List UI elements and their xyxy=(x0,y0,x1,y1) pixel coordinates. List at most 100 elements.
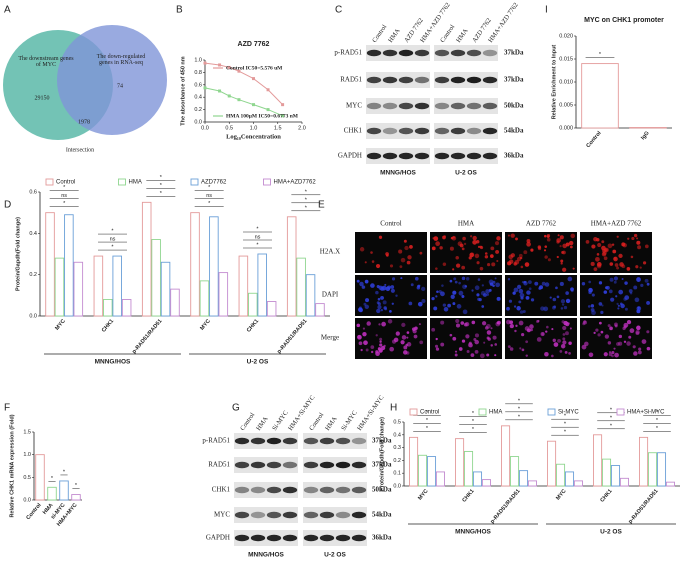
if-cell xyxy=(479,266,484,271)
if-cell xyxy=(461,247,465,251)
if-cell xyxy=(455,263,461,268)
if-cell xyxy=(454,353,458,357)
if-cell xyxy=(530,298,535,302)
if-cell xyxy=(404,245,409,251)
if-cell xyxy=(438,289,442,294)
if-cell xyxy=(525,340,529,344)
if-cell xyxy=(467,342,473,348)
if-cell xyxy=(616,235,619,238)
blot-band xyxy=(234,511,250,519)
if-cell xyxy=(436,290,439,294)
if-cell xyxy=(508,299,513,303)
venn-label: The downstream genes of MYC xyxy=(18,56,74,68)
if-cell xyxy=(495,249,500,254)
blot-band xyxy=(303,461,319,469)
sig-label: * xyxy=(160,191,163,197)
y-tick-label: 0.005 xyxy=(559,102,573,108)
if-cell xyxy=(494,354,497,357)
if-cell xyxy=(581,344,587,350)
if-cell xyxy=(618,253,623,259)
if-cell xyxy=(568,240,574,246)
if-cell xyxy=(590,308,595,312)
blot-size-label: 50kDa xyxy=(372,486,392,494)
if-cell xyxy=(557,234,560,237)
bar xyxy=(593,434,603,487)
legend-label: HMA xyxy=(129,180,142,186)
if-cell xyxy=(431,327,436,332)
y-tick-label: 0.0 xyxy=(23,497,31,503)
if-cell xyxy=(623,322,629,328)
if-cell xyxy=(417,301,423,307)
if-cell xyxy=(490,344,493,347)
if-cell xyxy=(609,262,614,266)
if-cell xyxy=(379,340,382,343)
bar xyxy=(527,480,537,487)
blot-strip xyxy=(234,482,298,498)
if-cell xyxy=(433,306,438,311)
blot-strip xyxy=(366,98,430,114)
if-cell xyxy=(603,256,608,261)
y-tick-label: 0.015 xyxy=(559,56,573,62)
if-cell xyxy=(544,351,549,357)
if-cell xyxy=(460,321,465,325)
x-tick-label: p-RAD51/RAD51 xyxy=(628,488,660,525)
y-tick-label: 0.3 xyxy=(393,445,401,451)
bar xyxy=(409,436,419,487)
group-label: U-2 OS xyxy=(600,529,622,536)
if-cell xyxy=(477,245,481,248)
if-cell xyxy=(363,340,368,346)
if-column-label: HMA xyxy=(458,220,474,228)
blot-size-label: 54kDa xyxy=(504,127,524,135)
if-cell xyxy=(565,291,569,295)
bar xyxy=(64,214,74,317)
bar xyxy=(257,253,267,317)
if-cell xyxy=(398,249,403,254)
if-cell xyxy=(440,291,445,297)
if-cell xyxy=(628,289,633,293)
marker xyxy=(252,103,255,107)
if-cell xyxy=(635,331,640,336)
bar xyxy=(547,440,557,487)
x-tick-label: 2.0 xyxy=(298,125,306,131)
if-cell xyxy=(546,325,549,329)
marker xyxy=(227,94,231,98)
x-tick-label: IgG xyxy=(640,130,650,141)
if-cell xyxy=(604,334,610,339)
if-cell xyxy=(406,342,412,347)
x-tick-label: 1.5 xyxy=(274,125,282,131)
bar xyxy=(481,479,491,487)
if-cell xyxy=(440,342,445,347)
blot-strip xyxy=(234,507,298,523)
if-cell xyxy=(479,353,485,359)
blot-size-label: 37kDa xyxy=(504,76,524,84)
if-cell xyxy=(519,310,524,314)
if-cell xyxy=(588,352,594,358)
y-tick-label: 0.0 xyxy=(194,119,202,125)
blot-row-label: RAD51 xyxy=(340,76,362,84)
x-tick-label: 0.5 xyxy=(225,125,233,131)
if-cell xyxy=(484,255,489,259)
sig-label: * xyxy=(426,410,429,416)
if-cell xyxy=(472,235,477,241)
if-cell xyxy=(525,295,530,300)
if-cell xyxy=(357,334,362,340)
bar xyxy=(209,216,219,317)
if-cell xyxy=(526,241,531,247)
if-cell xyxy=(484,252,488,255)
if-cell xyxy=(560,299,566,304)
group-label: MNNG/HOS xyxy=(95,359,131,366)
if-cell xyxy=(358,341,363,346)
bar xyxy=(73,261,84,317)
if-cell xyxy=(519,347,522,350)
if-cell xyxy=(613,276,619,281)
if-cell xyxy=(474,339,479,345)
if-cell xyxy=(562,333,566,336)
sig-label: * xyxy=(564,414,567,420)
if-cell xyxy=(515,237,518,241)
blot-band xyxy=(466,76,482,84)
if-cell xyxy=(560,259,564,263)
blot-band xyxy=(482,152,498,160)
if-cell xyxy=(581,282,586,286)
blot-band xyxy=(466,127,482,135)
if-cell xyxy=(630,255,634,259)
